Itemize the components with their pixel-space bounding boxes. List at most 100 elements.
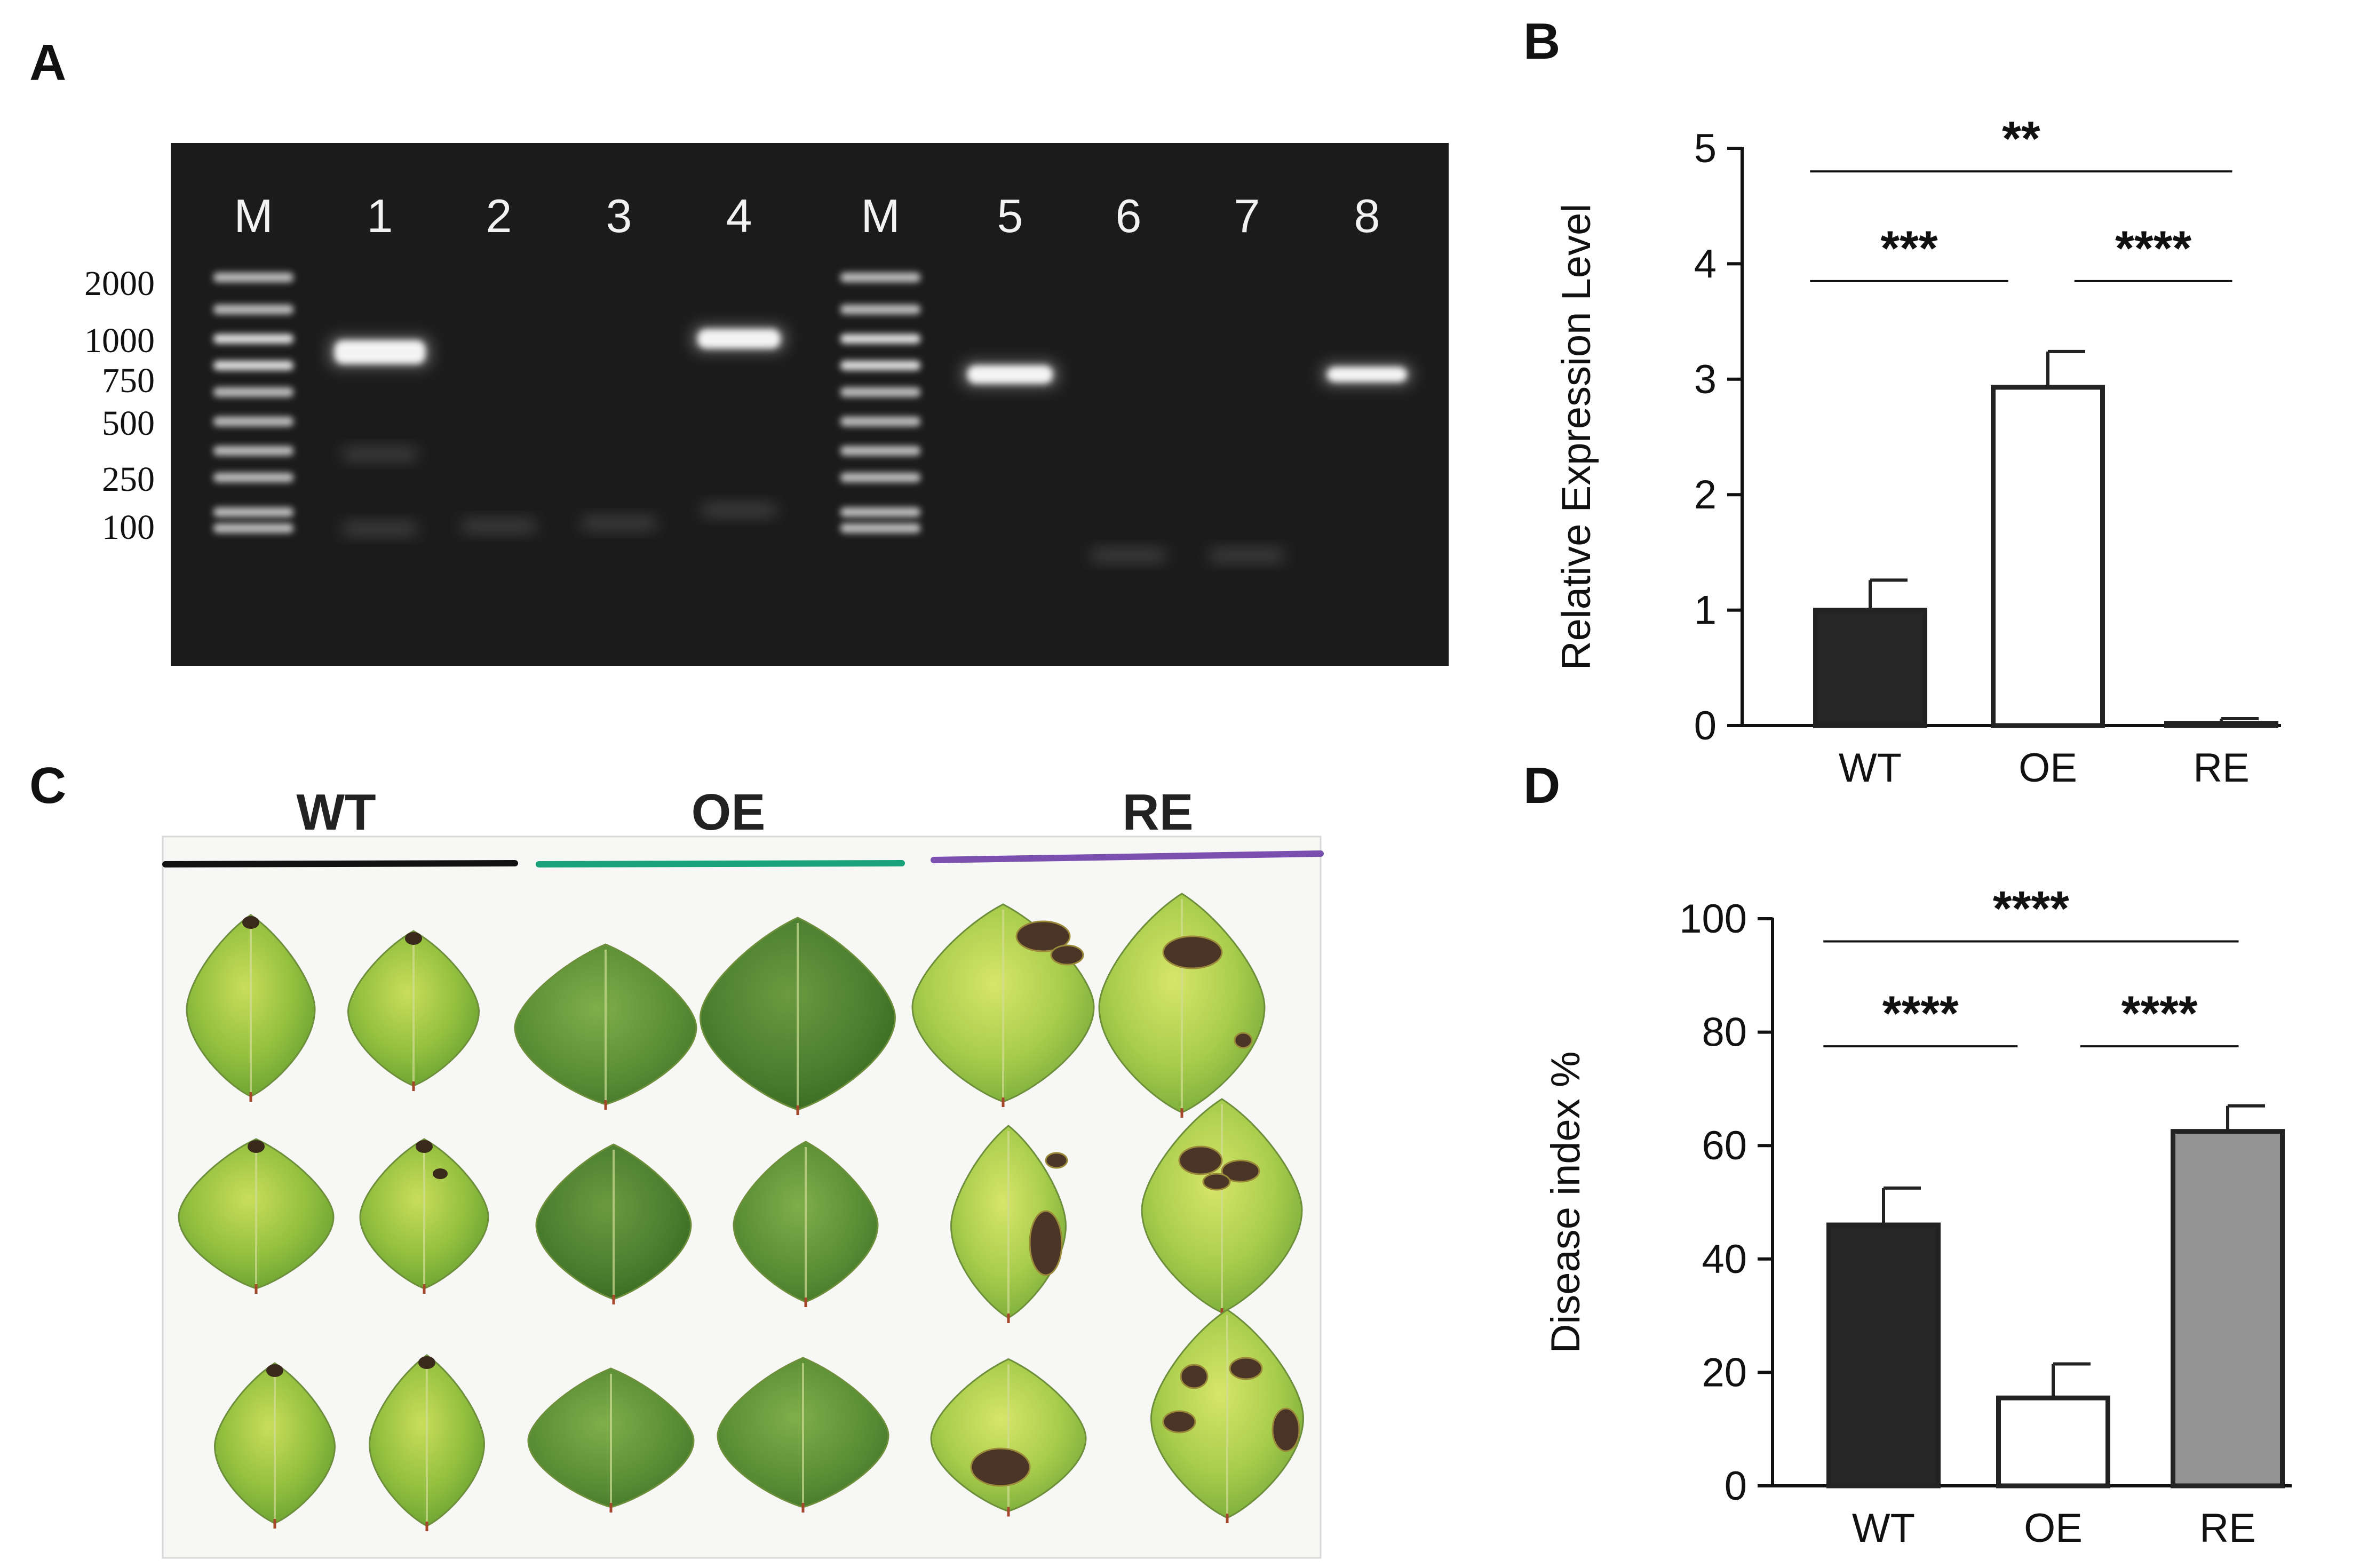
leaf-spot-lesion xyxy=(433,1168,448,1179)
leaf-lesion xyxy=(1221,1159,1260,1183)
significance-label: **** xyxy=(2121,986,2198,1041)
x-tick-label: WT xyxy=(1852,1506,1915,1551)
gel-lane-label: 3 xyxy=(606,189,632,242)
y-axis-title: Disease index % xyxy=(1543,1051,1588,1353)
gel-faint-smear xyxy=(462,520,536,532)
gel-lane-label: 2 xyxy=(486,189,512,242)
gel-ladder-band xyxy=(213,473,293,482)
leaf-lesion xyxy=(1050,944,1084,966)
gel-faint-smear xyxy=(343,523,417,535)
gel-ladder-band xyxy=(213,387,293,397)
gel-ladder-size-label: 250 xyxy=(102,460,155,499)
leaf-photo-panel: WT OE RE xyxy=(162,784,1324,1559)
gel-ladder-size-label: 500 xyxy=(102,404,155,443)
x-tick-label: WT xyxy=(1839,745,1902,791)
gel-faint-smear xyxy=(1210,550,1284,561)
gel-bands xyxy=(329,326,1412,561)
bar xyxy=(1996,1395,2110,1489)
leaf-lesion xyxy=(1045,1152,1068,1169)
leaf-tip-lesion xyxy=(242,916,259,929)
x-tick-label: RE xyxy=(2193,745,2250,791)
gel-faint-smear xyxy=(702,504,776,516)
leaf-lesion xyxy=(1202,1173,1231,1191)
gel-ladder-band xyxy=(840,305,920,314)
x-tick-label: OE xyxy=(2019,745,2077,791)
gel-ladder-band xyxy=(840,387,920,397)
gel-ladder-size-label: 100 xyxy=(102,508,155,547)
gel-lane-label: 5 xyxy=(997,189,1023,242)
gel-lane-label: M xyxy=(234,189,273,242)
significance-label: **** xyxy=(2115,221,2191,276)
leaf-group-headers: WT OE RE xyxy=(162,784,1324,867)
leaf-group-underline xyxy=(536,860,905,867)
leaf-tip-lesion xyxy=(416,1140,433,1153)
y-tick-label: 60 xyxy=(1702,1123,1747,1168)
gel-lane-label: M xyxy=(861,189,900,242)
gel-ladder-band xyxy=(213,523,293,533)
y-tick-label: 0 xyxy=(1694,703,1717,749)
gel-ladder-band xyxy=(213,273,293,282)
bar xyxy=(1991,385,2105,728)
leaf-tip-lesion xyxy=(418,1356,435,1369)
y-tick-label: 2 xyxy=(1694,472,1717,518)
leaf-lesion xyxy=(1015,920,1071,952)
gel-ladder-band xyxy=(840,273,920,282)
leaf-group-underline xyxy=(931,850,1324,863)
leaf-group-label: RE xyxy=(1122,784,1193,841)
y-tick-label: 100 xyxy=(1679,896,1747,942)
leaf-lesion xyxy=(1029,1210,1063,1276)
gel-ladder-band xyxy=(840,334,920,344)
bar xyxy=(2164,721,2278,728)
significance-label: ** xyxy=(2002,112,2040,166)
leaf-lesion xyxy=(970,1447,1031,1487)
y-tick-label: 80 xyxy=(1702,1010,1747,1055)
gel-sample-band xyxy=(967,365,1053,384)
gel-ladder-band xyxy=(213,446,293,456)
x-tick-label: OE xyxy=(2024,1506,2083,1551)
gel-lane-label: 4 xyxy=(726,189,752,242)
gel-faint-smear xyxy=(582,518,656,529)
leaf-group-label: WT xyxy=(296,784,376,841)
gel-ladder-size-label: 750 xyxy=(102,361,155,400)
leaf-group-label: OE xyxy=(692,784,766,841)
leaf-tip-lesion xyxy=(248,1140,265,1153)
x-tick-label: RE xyxy=(2199,1506,2256,1551)
y-tick-label: 1 xyxy=(1694,588,1717,633)
leaf-tip-lesion xyxy=(405,932,422,945)
gel-ladder-band xyxy=(840,446,920,456)
y-tick-label: 3 xyxy=(1694,357,1717,402)
gel-lane-label: 6 xyxy=(1116,189,1142,242)
y-tick-label: 20 xyxy=(1702,1350,1747,1395)
leaf-lesion xyxy=(1272,1407,1300,1452)
gel-background xyxy=(171,143,1449,666)
leaf-tip-lesion xyxy=(266,1364,283,1377)
gel-lane-label: 8 xyxy=(1354,189,1380,242)
gel-sample-band xyxy=(697,329,781,348)
y-tick-label: 40 xyxy=(1702,1237,1747,1282)
leaf-lesion xyxy=(1162,1410,1196,1434)
bar xyxy=(2171,1129,2285,1489)
leaf-lesion xyxy=(1234,1032,1253,1049)
gel-ladder-size-label: 1000 xyxy=(84,321,155,360)
leaf-lesion xyxy=(1178,1145,1223,1175)
gel-faint-smear xyxy=(1091,550,1166,561)
gel-ladder-band xyxy=(840,507,920,517)
gel-ladder-band xyxy=(840,361,920,370)
gel-ladders xyxy=(213,273,920,533)
gel-sample-band xyxy=(335,340,425,364)
bar xyxy=(1813,608,1927,728)
panel-letter-b: B xyxy=(1523,13,1560,70)
panel-letter-d: D xyxy=(1523,757,1560,814)
gel-sample-band xyxy=(1327,367,1407,382)
leaf-lesion xyxy=(1229,1357,1263,1380)
leaf-lesion xyxy=(1180,1364,1209,1389)
gel-ladder-size-label: 2000 xyxy=(84,264,155,303)
gel-ladder-band xyxy=(213,417,293,426)
gel-lane-label: 1 xyxy=(367,189,393,242)
leaves xyxy=(178,893,1305,1531)
y-tick-label: 0 xyxy=(1725,1463,1747,1509)
significance-label: *** xyxy=(1880,221,1938,276)
gel-ladder-band xyxy=(213,305,293,314)
gel-lane-labels: M 1 2 3 4 M 5 6 7 8 xyxy=(234,189,1380,242)
